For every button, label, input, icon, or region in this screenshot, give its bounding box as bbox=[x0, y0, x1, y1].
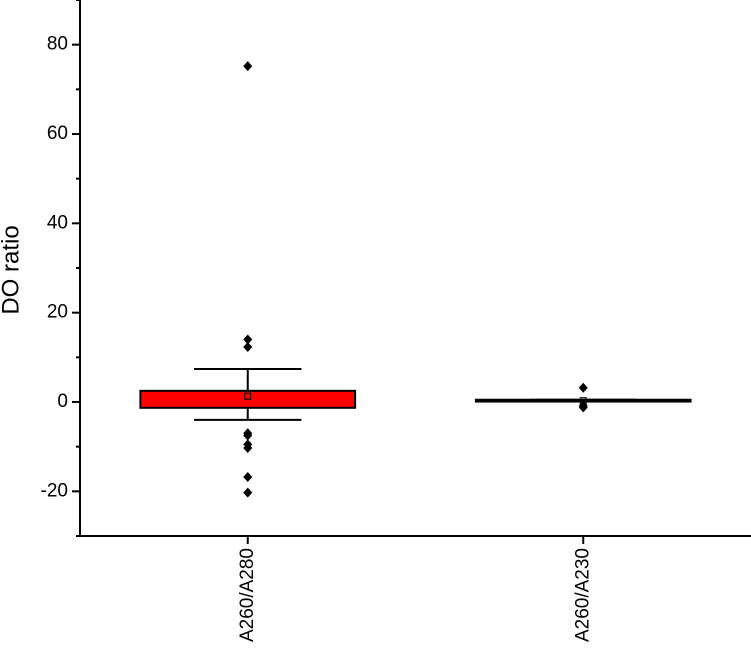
mean-marker bbox=[244, 392, 252, 400]
y-tick-label: 20 bbox=[47, 302, 68, 323]
outlier bbox=[243, 334, 253, 345]
y-tick-label: 40 bbox=[47, 212, 68, 233]
outlier bbox=[243, 443, 253, 454]
outlier bbox=[578, 402, 588, 413]
y-tick-label: 60 bbox=[47, 123, 68, 144]
x-tick-label: A260/A280 bbox=[237, 548, 258, 642]
outlier bbox=[578, 382, 588, 393]
outlier bbox=[243, 472, 253, 483]
y-tick-label: -20 bbox=[41, 480, 68, 501]
outlier bbox=[243, 430, 253, 441]
y-axis-title: DO ratio bbox=[0, 225, 24, 314]
y-tick-label: 0 bbox=[57, 391, 68, 412]
x-tick-label: A260/A230 bbox=[572, 548, 593, 642]
outlier bbox=[243, 342, 253, 353]
outlier bbox=[243, 487, 253, 498]
y-tick-label: 80 bbox=[47, 34, 68, 55]
outlier bbox=[243, 61, 253, 72]
